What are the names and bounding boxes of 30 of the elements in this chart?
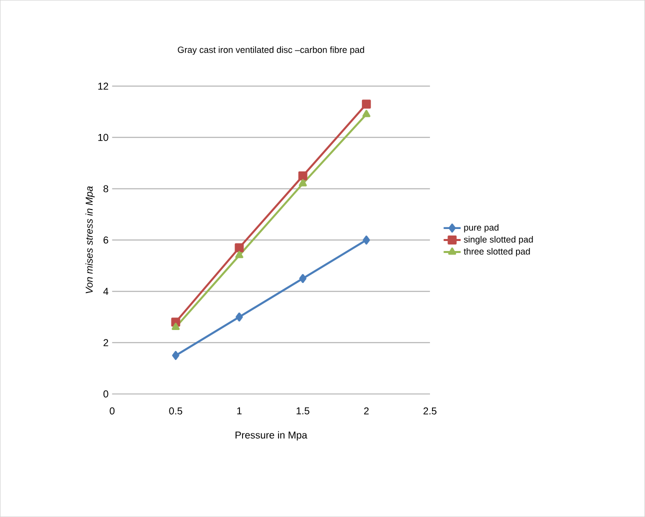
point bbox=[172, 322, 180, 330]
y-tick-label: 10 bbox=[98, 134, 108, 141]
y-tick-label: 12 bbox=[98, 82, 108, 90]
point bbox=[298, 179, 307, 186]
point bbox=[234, 243, 244, 252]
point bbox=[362, 236, 370, 244]
point bbox=[299, 274, 306, 283]
y-tick-label: 6 bbox=[104, 236, 108, 244]
legend-label: single slotted pad bbox=[464, 236, 533, 244]
chart-title: Gray cast iron ventilated disc –carbon fibre pad bbox=[178, 46, 364, 55]
x-axis-title: Pressure in Mpa bbox=[236, 431, 308, 440]
y-axis-title: Von mises stress in Mpa bbox=[85, 186, 95, 294]
y-tick-label: 2 bbox=[104, 339, 108, 346]
point bbox=[236, 312, 243, 322]
x-tick-label: 1 bbox=[237, 407, 242, 414]
point bbox=[172, 350, 180, 360]
legend-label: three slotted pad bbox=[464, 248, 530, 256]
y-tick-label: 4 bbox=[103, 288, 108, 295]
point bbox=[362, 110, 370, 118]
x-tick-label: 0 bbox=[110, 407, 115, 414]
x-tick-label: 2.5 bbox=[424, 407, 436, 414]
x-tick-label: 1.5 bbox=[296, 407, 310, 414]
point bbox=[298, 171, 308, 180]
y-tick-label: 8 bbox=[104, 185, 108, 192]
x-tick-label: 0.5 bbox=[169, 407, 182, 414]
point bbox=[235, 250, 244, 258]
x-tick-label: 2 bbox=[364, 407, 369, 414]
point bbox=[362, 100, 371, 109]
legend-label: pure pad bbox=[464, 224, 498, 232]
y-tick-label: 0 bbox=[103, 390, 108, 398]
